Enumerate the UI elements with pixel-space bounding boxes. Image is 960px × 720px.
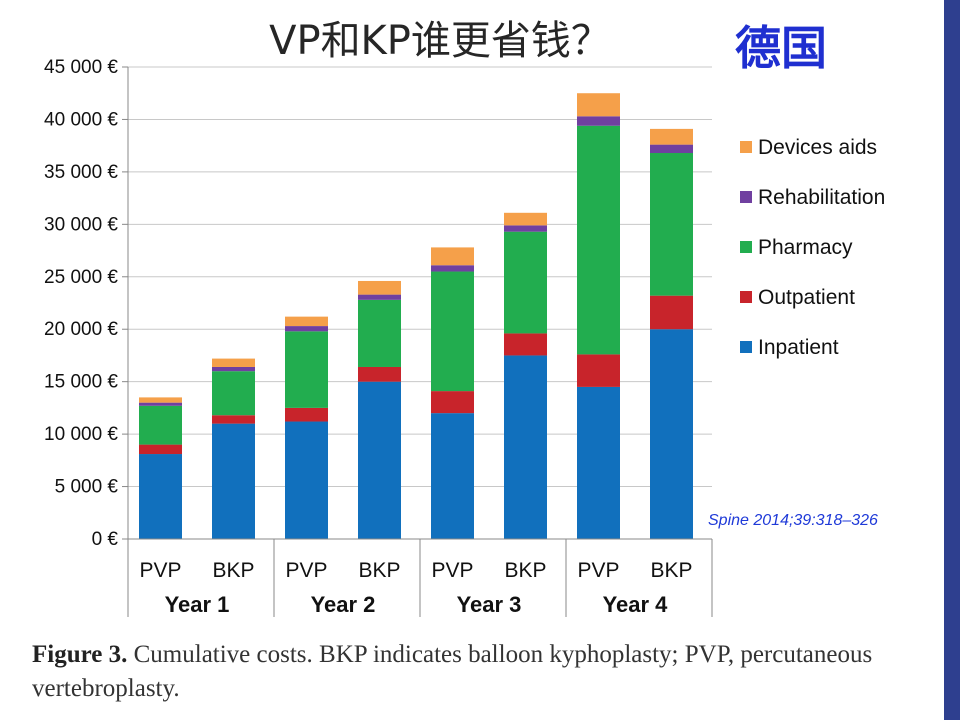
x-category-label: PVP [139,559,181,582]
bar-segment-devices-aids [285,316,328,327]
legend-swatch [740,291,752,303]
bar-segment-devices-aids [139,397,182,403]
bar-segment-outpatient [650,295,693,330]
bar-segment-inpatient [285,421,328,539]
bar-segment-rehabilitation [212,366,255,372]
bar-segment-devices-aids [358,280,401,295]
x-category-label: BKP [212,559,254,582]
bar-segment-outpatient [504,333,547,356]
bar-segment-inpatient [139,454,182,539]
y-tick-label: 10 000 € [44,424,118,445]
x-group-label: Year 3 [457,592,522,617]
bar-segment-rehabilitation [650,144,693,154]
x-category-label: BKP [358,559,400,582]
citation: Spine 2014;39:318–326 [708,512,878,529]
bar-segment-pharmacy [577,125,620,355]
bar-segment-pharmacy [358,299,401,367]
figure-caption: Figure 3. Cumulative costs. BKP indicate… [32,638,912,706]
y-tick-label: 20 000 € [44,319,118,340]
legend-swatch [740,341,752,353]
page-title: VP和KP谁更省钱？ [269,18,611,64]
caption-text: Cumulative costs. BKP indicates balloon … [32,641,873,702]
bar-segment-pharmacy [212,371,255,416]
y-tick-label: 0 € [92,529,119,550]
y-tick-label: 5 000 € [55,477,119,498]
x-category-label: BKP [650,559,692,582]
legend-label: Rehabilitation [758,186,885,209]
y-tick-label: 15 000 € [44,372,118,393]
bar-segment-rehabilitation [577,116,620,126]
legend-swatch [740,241,752,253]
country-label: 德国 [735,21,827,75]
legend-label: Pharmacy [758,236,853,259]
legend-label: Outpatient [758,286,855,309]
y-tick-label: 30 000 € [44,214,118,235]
bar-segment-pharmacy [431,271,474,392]
legend-swatch [740,191,752,203]
legend-label: Inpatient [758,336,839,359]
caption-label: Figure 3. [32,641,128,668]
x-group-label: Year 1 [165,592,230,617]
x-category-label: PVP [285,559,327,582]
bar-segment-rehabilitation [139,402,182,406]
bar-segment-outpatient [285,407,328,422]
bar-segment-inpatient [650,329,693,539]
y-tick-label: 45 000 € [44,57,118,78]
bar-segment-inpatient [212,423,255,539]
bar-segment-pharmacy [504,231,547,334]
bar-segment-pharmacy [650,153,693,296]
bar-segment-devices-aids [577,93,620,117]
bar-segment-devices-aids [431,247,474,266]
bar-segment-devices-aids [212,358,255,367]
legend-swatch [740,141,752,153]
y-tick-label: 25 000 € [44,267,118,288]
bar-segment-outpatient [358,366,401,382]
legend-label: Devices aids [758,136,877,159]
bar-segment-outpatient [431,391,474,414]
bar-segment-outpatient [212,415,255,424]
x-group-label: Year 2 [311,592,376,617]
bar-segment-inpatient [577,386,620,539]
stacked-bar-chart: 0 € 5 000 € 10 000 € 15 000 € 20 000 € 25 000… [44,57,885,617]
bar-segment-outpatient [139,444,182,455]
bar-segment-inpatient [504,355,547,539]
bar-segment-pharmacy [139,405,182,445]
bar-segment-devices-aids [504,212,547,226]
bar-segment-rehabilitation [431,265,474,272]
bar-segment-inpatient [358,381,401,539]
bar-segment-devices-aids [650,128,693,145]
slide-accent-bar [944,0,960,720]
bar-segment-inpatient [431,413,474,539]
bar-segment-rehabilitation [285,326,328,332]
bar-segment-rehabilitation [504,225,547,232]
bar-segment-outpatient [577,354,620,387]
x-category-label: PVP [431,559,473,582]
x-category-label: BKP [504,559,546,582]
bar-segment-pharmacy [285,331,328,408]
y-tick-label: 40 000 € [44,109,118,130]
bar-segment-rehabilitation [358,294,401,300]
y-tick-label: 35 000 € [44,162,118,183]
x-group-label: Year 4 [603,592,669,617]
x-category-label: PVP [577,559,619,582]
